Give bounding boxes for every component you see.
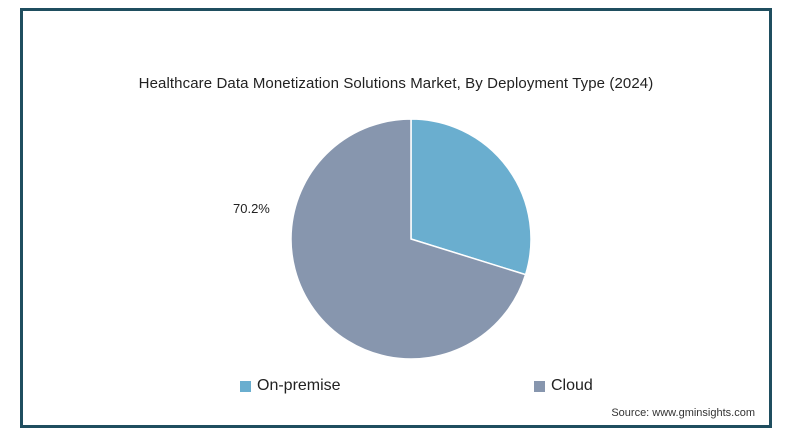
data-label-cloud: 70.2% — [233, 201, 270, 216]
legend-item-cloud: Cloud — [534, 377, 593, 395]
pie-slice-cloud — [290, 118, 527, 360]
legend-label-on-premise: On-premise — [257, 377, 341, 394]
legend-label-cloud: Cloud — [551, 377, 593, 394]
legend-item-on-premise: On-premise — [240, 377, 341, 395]
legend-swatch-on-premise — [240, 380, 251, 392]
pie-slice-on-premise — [410, 118, 532, 276]
legend-swatch-cloud — [534, 380, 545, 392]
source-note: Source: www.gminsights.com — [611, 407, 755, 419]
chart-title: Healthcare Data Monetization Solutions M… — [138, 75, 654, 92]
